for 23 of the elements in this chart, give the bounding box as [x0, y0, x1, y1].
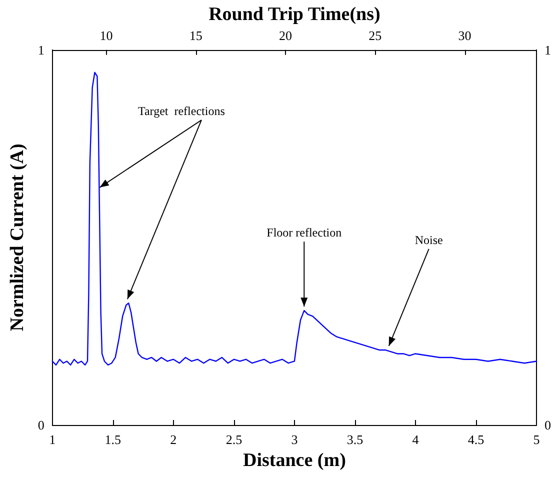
- y-axis-title: Normlized Current (A): [7, 144, 28, 332]
- line-series: [52, 72, 538, 366]
- x2-tick-label: 15: [189, 28, 202, 43]
- x-tick-label: 2: [170, 432, 177, 447]
- x-tick-label: 1.5: [104, 432, 122, 447]
- x-tick-label: 3: [291, 432, 298, 447]
- x-tick-label: 2.5: [226, 432, 242, 447]
- annotation: Target reflections: [138, 104, 226, 118]
- annotation: Floor reflection: [266, 226, 342, 240]
- x2-tick-label: 10: [100, 28, 113, 43]
- y2-tick-label: 1: [544, 42, 551, 58]
- x-tick-label: 1: [49, 432, 56, 447]
- x2-axis-title: Round Trip Time(ns): [208, 4, 380, 25]
- annotation: Noise: [414, 232, 443, 247]
- x2-tick-label: 20: [278, 28, 292, 43]
- x-tick-label: 5: [533, 432, 540, 447]
- x-axis-title: Distance (m): [243, 450, 346, 471]
- x2-tick-label: 25: [368, 28, 382, 43]
- x-tick-label: 4.5: [468, 432, 484, 447]
- x-tick-label: 3.5: [346, 432, 364, 447]
- x2-tick-label: 30: [458, 28, 472, 43]
- x-tick-label: 4: [412, 432, 420, 447]
- y2-tick-label: 0: [544, 418, 551, 432]
